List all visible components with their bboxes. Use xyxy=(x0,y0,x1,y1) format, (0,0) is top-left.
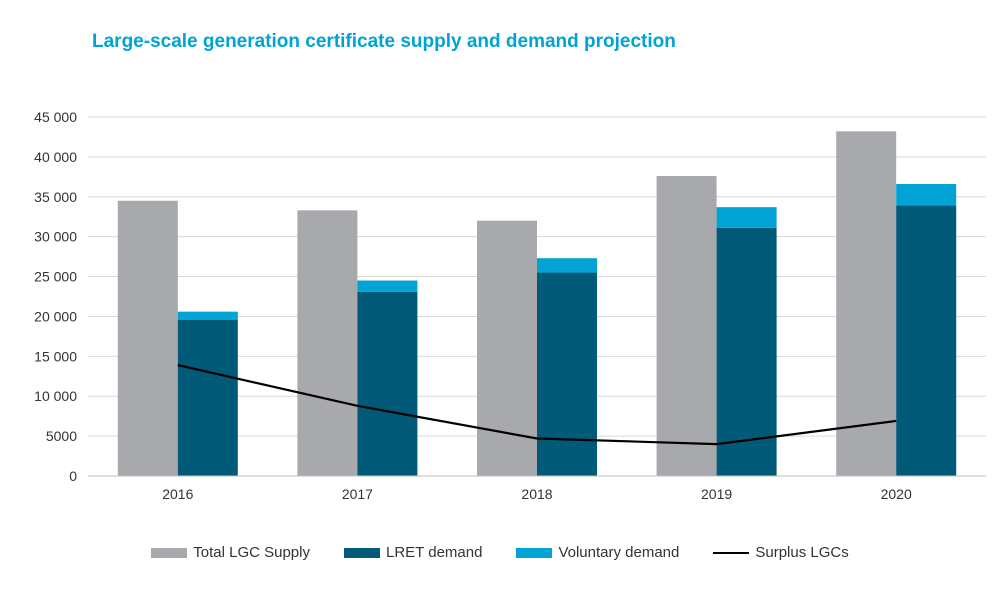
legend-label-lret-demand: LRET demand xyxy=(385,544,483,561)
x-tick-label: 2019 xyxy=(701,486,732,502)
bar-voluntary-demand xyxy=(896,184,957,206)
legend-label-surplus-lgcs: Surplus LGCs xyxy=(755,544,849,561)
y-axis-ticks: 0 5000 10 000 15 000 20 000 25 000 30 000 35 00… xyxy=(34,109,77,484)
bar-lret-demand xyxy=(177,319,238,476)
bar-lret-demand xyxy=(357,291,418,476)
x-tick-label: 2020 xyxy=(881,486,912,502)
bar-lret-demand xyxy=(716,227,777,476)
x-tick-label: 2016 xyxy=(162,486,193,502)
y-tick-label: 40 000 xyxy=(34,149,77,165)
bar-lret-demand xyxy=(537,272,597,476)
line-surplus-lgcs xyxy=(177,364,897,446)
bar-voluntary-demand xyxy=(537,258,597,273)
bar-total-supply xyxy=(297,210,358,476)
bar-total-supply xyxy=(836,131,897,477)
y-tick-label: 35 000 xyxy=(34,189,77,205)
x-axis-ticks: 2016 2017 2018 2019 2020 xyxy=(162,486,912,502)
x-tick-label: 2018 xyxy=(521,486,552,502)
bar-voluntary-demand xyxy=(716,207,777,228)
y-tick-label: 20 000 xyxy=(34,308,77,324)
y-tick-label: 45 000 xyxy=(34,109,77,125)
legend-swatch-lret-demand xyxy=(343,547,380,558)
bar-total-supply xyxy=(656,176,717,476)
legend: Total LGC Supply LRET demand Voluntary d… xyxy=(0,544,1000,561)
bar-voluntary-demand xyxy=(357,280,418,292)
legend-swatch-surplus-lgcs xyxy=(713,551,750,554)
legend-label-voluntary-demand: Voluntary demand xyxy=(558,544,680,561)
y-tick-label: 30 000 xyxy=(34,229,77,245)
legend-item-total-supply: Total LGC Supply xyxy=(151,544,310,561)
y-tick-label: 10 000 xyxy=(34,388,77,404)
bar-voluntary-demand xyxy=(177,311,238,320)
bar-total-supply xyxy=(117,200,178,476)
x-tick-label: 2017 xyxy=(342,486,373,502)
y-tick-label: 0 xyxy=(69,468,77,484)
legend-swatch-total-supply xyxy=(151,547,188,558)
legend-swatch-voluntary-demand xyxy=(516,547,553,558)
chart-title: Large-scale generation certificate suppl… xyxy=(92,31,676,52)
legend-item-lret-demand: LRET demand xyxy=(343,544,483,561)
bars xyxy=(117,131,957,477)
legend-item-voluntary-demand: Voluntary demand xyxy=(516,544,679,561)
bar-lret-demand xyxy=(896,205,957,476)
y-tick-label: 5000 xyxy=(46,428,77,444)
legend-label-total-supply: Total LGC Supply xyxy=(193,544,310,561)
y-tick-label: 15 000 xyxy=(34,348,77,364)
legend-item-surplus-lgcs: Surplus LGCs xyxy=(713,544,849,561)
surplus-line-layer xyxy=(177,364,897,446)
y-tick-label: 25 000 xyxy=(34,269,77,285)
